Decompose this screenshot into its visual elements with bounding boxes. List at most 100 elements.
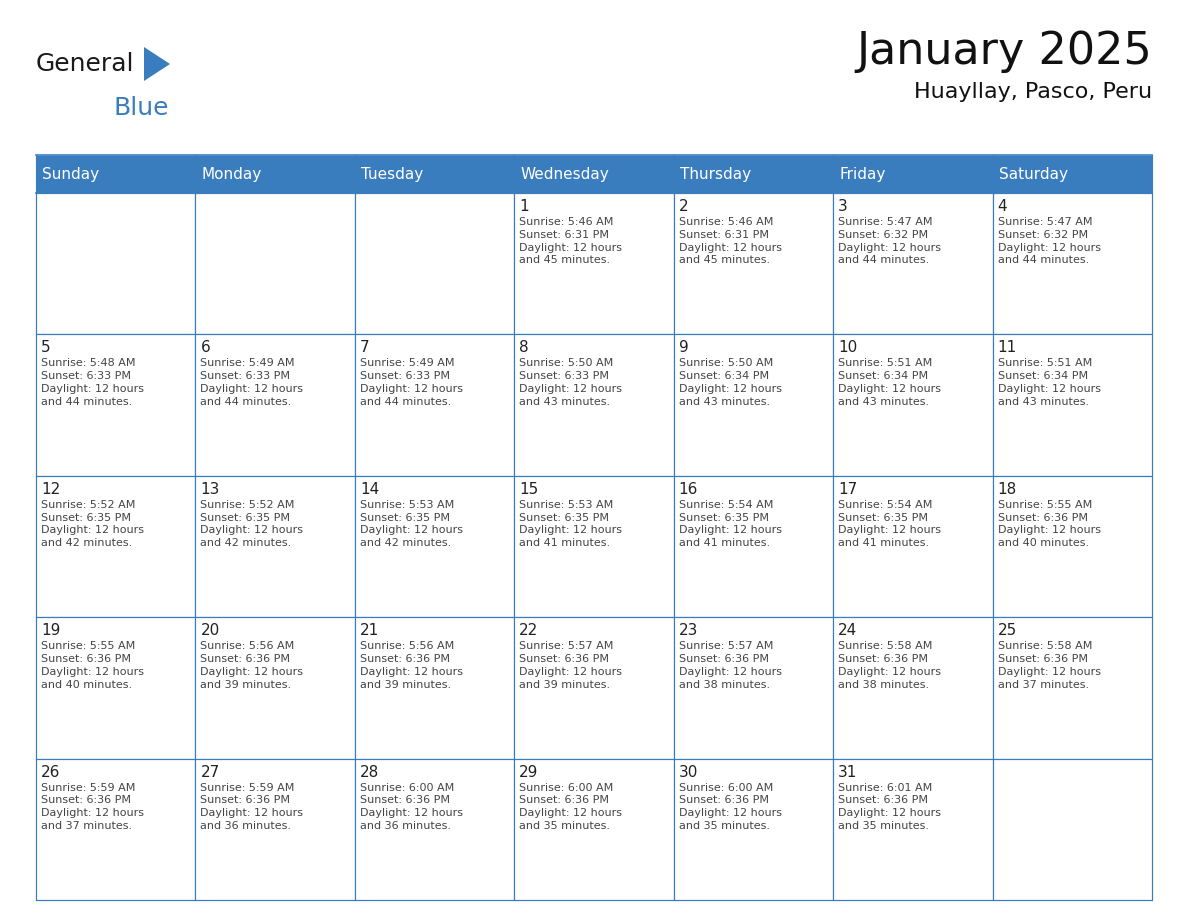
- Bar: [833, 334, 992, 476]
- Text: 24: 24: [839, 623, 858, 638]
- Bar: [36, 193, 196, 334]
- Text: Sunrise: 5:55 AM
Sunset: 6:36 PM
Daylight: 12 hours
and 40 minutes.: Sunrise: 5:55 AM Sunset: 6:36 PM Dayligh…: [998, 499, 1100, 548]
- Text: 9: 9: [678, 341, 689, 355]
- Text: General: General: [36, 52, 134, 76]
- Text: Sunrise: 5:52 AM
Sunset: 6:35 PM
Daylight: 12 hours
and 42 minutes.: Sunrise: 5:52 AM Sunset: 6:35 PM Dayligh…: [201, 499, 303, 548]
- Text: 6: 6: [201, 341, 210, 355]
- Text: 31: 31: [839, 765, 858, 779]
- Text: 25: 25: [998, 623, 1017, 638]
- Bar: [992, 617, 1152, 758]
- Bar: [196, 334, 355, 476]
- Bar: [196, 155, 355, 193]
- Text: Sunrise: 5:48 AM
Sunset: 6:33 PM
Daylight: 12 hours
and 44 minutes.: Sunrise: 5:48 AM Sunset: 6:33 PM Dayligh…: [42, 358, 144, 407]
- Bar: [196, 193, 355, 334]
- Text: Sunrise: 5:51 AM
Sunset: 6:34 PM
Daylight: 12 hours
and 43 minutes.: Sunrise: 5:51 AM Sunset: 6:34 PM Dayligh…: [839, 358, 941, 407]
- Bar: [355, 155, 514, 193]
- Text: 17: 17: [839, 482, 858, 497]
- Text: Sunrise: 5:51 AM
Sunset: 6:34 PM
Daylight: 12 hours
and 43 minutes.: Sunrise: 5:51 AM Sunset: 6:34 PM Dayligh…: [998, 358, 1100, 407]
- Text: Sunrise: 5:52 AM
Sunset: 6:35 PM
Daylight: 12 hours
and 42 minutes.: Sunrise: 5:52 AM Sunset: 6:35 PM Dayligh…: [42, 499, 144, 548]
- Text: Sunrise: 5:59 AM
Sunset: 6:36 PM
Daylight: 12 hours
and 36 minutes.: Sunrise: 5:59 AM Sunset: 6:36 PM Dayligh…: [201, 783, 303, 831]
- Bar: [833, 155, 992, 193]
- Bar: [514, 193, 674, 334]
- Text: Sunrise: 5:57 AM
Sunset: 6:36 PM
Daylight: 12 hours
and 38 minutes.: Sunrise: 5:57 AM Sunset: 6:36 PM Dayligh…: [678, 641, 782, 689]
- Text: Sunrise: 6:01 AM
Sunset: 6:36 PM
Daylight: 12 hours
and 35 minutes.: Sunrise: 6:01 AM Sunset: 6:36 PM Dayligh…: [839, 783, 941, 831]
- Bar: [36, 617, 196, 758]
- Bar: [36, 334, 196, 476]
- Bar: [514, 758, 674, 900]
- Text: 15: 15: [519, 482, 538, 497]
- Polygon shape: [144, 47, 170, 81]
- Text: Sunrise: 5:55 AM
Sunset: 6:36 PM
Daylight: 12 hours
and 40 minutes.: Sunrise: 5:55 AM Sunset: 6:36 PM Dayligh…: [42, 641, 144, 689]
- Bar: [514, 476, 674, 617]
- Text: 7: 7: [360, 341, 369, 355]
- Text: 18: 18: [998, 482, 1017, 497]
- Text: 12: 12: [42, 482, 61, 497]
- Text: Sunrise: 5:50 AM
Sunset: 6:33 PM
Daylight: 12 hours
and 43 minutes.: Sunrise: 5:50 AM Sunset: 6:33 PM Dayligh…: [519, 358, 623, 407]
- Bar: [674, 476, 833, 617]
- Text: 14: 14: [360, 482, 379, 497]
- Text: January 2025: January 2025: [857, 30, 1152, 73]
- Text: 2: 2: [678, 199, 688, 214]
- Text: Sunrise: 5:49 AM
Sunset: 6:33 PM
Daylight: 12 hours
and 44 minutes.: Sunrise: 5:49 AM Sunset: 6:33 PM Dayligh…: [201, 358, 303, 407]
- Text: Sunrise: 5:59 AM
Sunset: 6:36 PM
Daylight: 12 hours
and 37 minutes.: Sunrise: 5:59 AM Sunset: 6:36 PM Dayligh…: [42, 783, 144, 831]
- Bar: [514, 155, 674, 193]
- Bar: [355, 476, 514, 617]
- Text: Monday: Monday: [202, 166, 261, 182]
- Text: Sunrise: 5:58 AM
Sunset: 6:36 PM
Daylight: 12 hours
and 38 minutes.: Sunrise: 5:58 AM Sunset: 6:36 PM Dayligh…: [839, 641, 941, 689]
- Text: Wednesday: Wednesday: [520, 166, 609, 182]
- Bar: [992, 476, 1152, 617]
- Text: Sunrise: 5:53 AM
Sunset: 6:35 PM
Daylight: 12 hours
and 42 minutes.: Sunrise: 5:53 AM Sunset: 6:35 PM Dayligh…: [360, 499, 463, 548]
- Text: 11: 11: [998, 341, 1017, 355]
- Text: Sunrise: 5:49 AM
Sunset: 6:33 PM
Daylight: 12 hours
and 44 minutes.: Sunrise: 5:49 AM Sunset: 6:33 PM Dayligh…: [360, 358, 463, 407]
- Bar: [674, 758, 833, 900]
- Text: 3: 3: [839, 199, 848, 214]
- Text: Sunday: Sunday: [42, 166, 99, 182]
- Text: 16: 16: [678, 482, 699, 497]
- Text: Sunrise: 5:47 AM
Sunset: 6:32 PM
Daylight: 12 hours
and 44 minutes.: Sunrise: 5:47 AM Sunset: 6:32 PM Dayligh…: [998, 217, 1100, 265]
- Bar: [355, 334, 514, 476]
- Text: 5: 5: [42, 341, 51, 355]
- Text: Thursday: Thursday: [680, 166, 751, 182]
- Text: 20: 20: [201, 623, 220, 638]
- Text: Sunrise: 5:47 AM
Sunset: 6:32 PM
Daylight: 12 hours
and 44 minutes.: Sunrise: 5:47 AM Sunset: 6:32 PM Dayligh…: [839, 217, 941, 265]
- Text: 4: 4: [998, 199, 1007, 214]
- Text: Huayllay, Pasco, Peru: Huayllay, Pasco, Peru: [914, 82, 1152, 102]
- Text: Sunrise: 6:00 AM
Sunset: 6:36 PM
Daylight: 12 hours
and 36 minutes.: Sunrise: 6:00 AM Sunset: 6:36 PM Dayligh…: [360, 783, 463, 831]
- Text: 13: 13: [201, 482, 220, 497]
- Bar: [674, 617, 833, 758]
- Text: 26: 26: [42, 765, 61, 779]
- Text: 27: 27: [201, 765, 220, 779]
- Bar: [674, 155, 833, 193]
- Bar: [674, 334, 833, 476]
- Text: 21: 21: [360, 623, 379, 638]
- Text: Sunrise: 5:50 AM
Sunset: 6:34 PM
Daylight: 12 hours
and 43 minutes.: Sunrise: 5:50 AM Sunset: 6:34 PM Dayligh…: [678, 358, 782, 407]
- Text: Blue: Blue: [114, 96, 170, 120]
- Text: 30: 30: [678, 765, 699, 779]
- Text: Sunrise: 5:56 AM
Sunset: 6:36 PM
Daylight: 12 hours
and 39 minutes.: Sunrise: 5:56 AM Sunset: 6:36 PM Dayligh…: [201, 641, 303, 689]
- Text: 1: 1: [519, 199, 529, 214]
- Text: Sunrise: 5:56 AM
Sunset: 6:36 PM
Daylight: 12 hours
and 39 minutes.: Sunrise: 5:56 AM Sunset: 6:36 PM Dayligh…: [360, 641, 463, 689]
- Bar: [674, 193, 833, 334]
- Text: Sunrise: 6:00 AM
Sunset: 6:36 PM
Daylight: 12 hours
and 35 minutes.: Sunrise: 6:00 AM Sunset: 6:36 PM Dayligh…: [678, 783, 782, 831]
- Text: Sunrise: 5:46 AM
Sunset: 6:31 PM
Daylight: 12 hours
and 45 minutes.: Sunrise: 5:46 AM Sunset: 6:31 PM Dayligh…: [678, 217, 782, 265]
- Text: Tuesday: Tuesday: [361, 166, 423, 182]
- Text: 8: 8: [519, 341, 529, 355]
- Bar: [833, 476, 992, 617]
- Text: 19: 19: [42, 623, 61, 638]
- Text: 10: 10: [839, 341, 858, 355]
- Bar: [992, 155, 1152, 193]
- Bar: [36, 758, 196, 900]
- Text: 29: 29: [519, 765, 538, 779]
- Bar: [833, 758, 992, 900]
- Bar: [36, 155, 196, 193]
- Text: Saturday: Saturday: [999, 166, 1068, 182]
- Text: Sunrise: 5:57 AM
Sunset: 6:36 PM
Daylight: 12 hours
and 39 minutes.: Sunrise: 5:57 AM Sunset: 6:36 PM Dayligh…: [519, 641, 623, 689]
- Bar: [355, 617, 514, 758]
- Bar: [992, 193, 1152, 334]
- Bar: [514, 334, 674, 476]
- Text: Sunrise: 6:00 AM
Sunset: 6:36 PM
Daylight: 12 hours
and 35 minutes.: Sunrise: 6:00 AM Sunset: 6:36 PM Dayligh…: [519, 783, 623, 831]
- Bar: [196, 617, 355, 758]
- Bar: [355, 758, 514, 900]
- Text: Sunrise: 5:54 AM
Sunset: 6:35 PM
Daylight: 12 hours
and 41 minutes.: Sunrise: 5:54 AM Sunset: 6:35 PM Dayligh…: [678, 499, 782, 548]
- Bar: [992, 334, 1152, 476]
